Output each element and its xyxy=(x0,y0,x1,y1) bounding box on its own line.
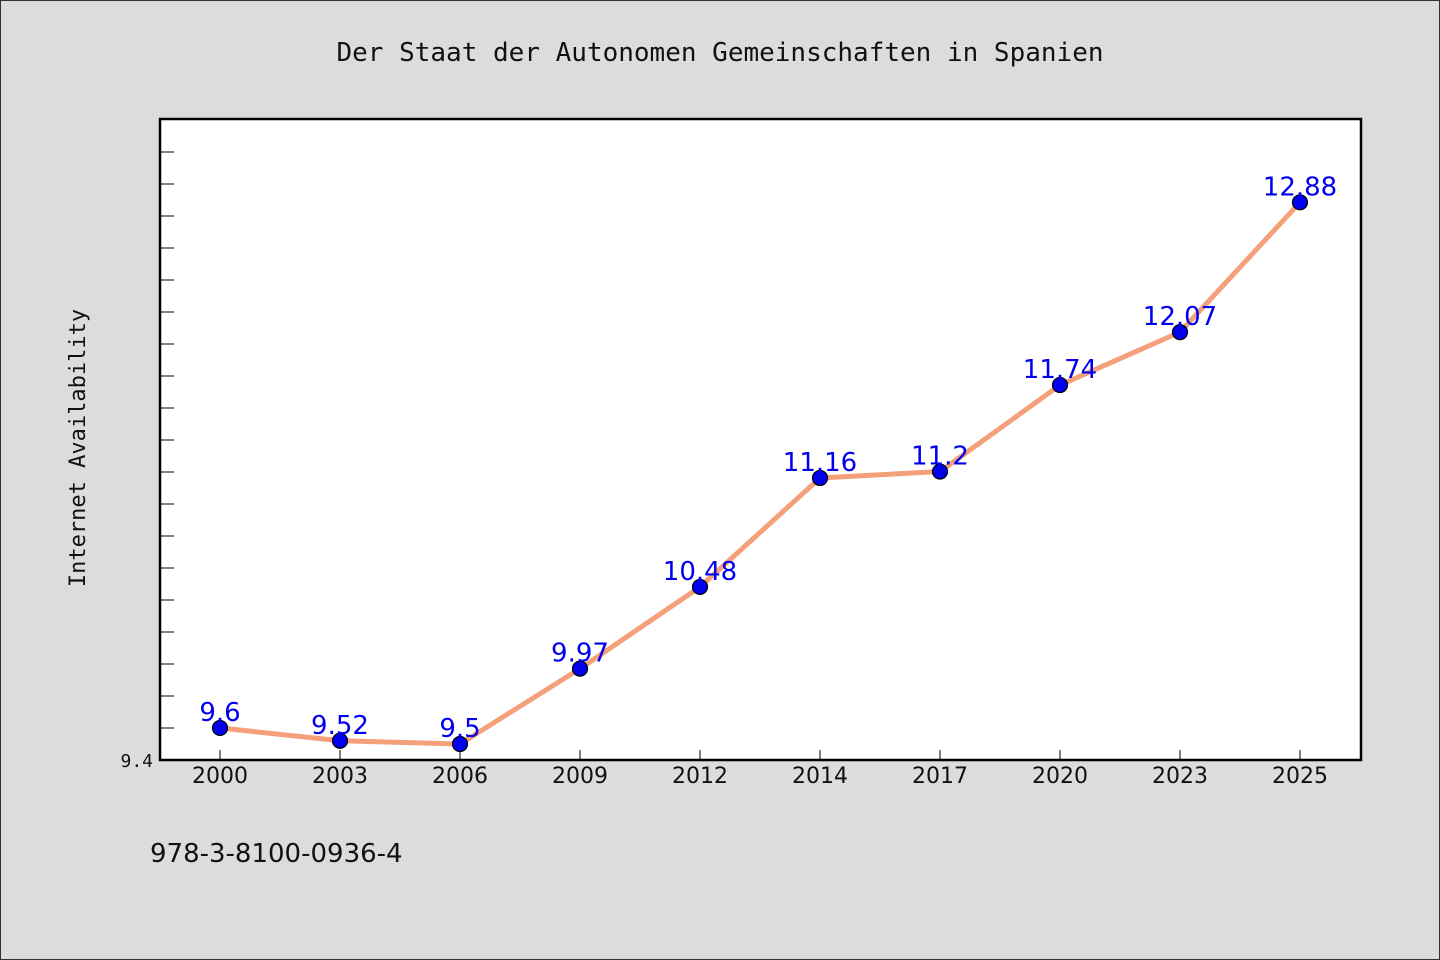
x-tick-label: 2009 xyxy=(552,764,608,789)
data-point xyxy=(331,732,349,749)
data-point xyxy=(691,578,709,596)
data-point xyxy=(1171,324,1189,341)
x-tick-label: 2025 xyxy=(1272,764,1328,789)
data-label: 11.16 xyxy=(783,448,857,478)
x-tick-label: 2014 xyxy=(792,764,848,789)
x-tick-label: 2023 xyxy=(1152,764,1208,789)
data-markers xyxy=(211,194,1309,753)
data-point xyxy=(1291,194,1309,211)
data-labels: 9.6 9.52 9.5 9.97 10.48 11.16 11.2 11.74 12.07 12… xyxy=(199,172,1337,744)
x-tick-label: 2012 xyxy=(672,764,728,789)
series-line xyxy=(217,199,1303,747)
footer-isbn: 978-3-8100-0936-4 xyxy=(150,839,403,869)
data-label: 12.88 xyxy=(1263,172,1337,202)
data-label: 11.2 xyxy=(911,442,969,472)
data-label: 9.97 xyxy=(551,639,609,669)
data-label: 9.52 xyxy=(311,711,369,741)
x-tick-label: 2017 xyxy=(912,764,968,789)
data-point xyxy=(451,735,469,753)
data-point xyxy=(931,463,949,480)
data-label: 11.74 xyxy=(1023,355,1097,385)
plot-area xyxy=(158,117,1363,762)
data-label: 9.6 xyxy=(199,698,240,728)
data-point xyxy=(571,660,589,677)
chart-title: Der Staat der Autonomen Gemeinschaften i… xyxy=(336,38,1103,68)
data-label: 10.48 xyxy=(663,557,737,587)
x-tick-label: 2003 xyxy=(312,764,368,789)
x-axis: 2000 2003 2006 2009 2012 2014 2017 2020 2023 2025 xyxy=(192,750,1328,789)
x-tick-label: 2000 xyxy=(192,764,248,789)
y-tick-label: 9.4 xyxy=(120,751,153,772)
data-point xyxy=(1051,376,1069,394)
y-axis-ticks xyxy=(160,151,174,761)
x-tick-label: 2020 xyxy=(1032,764,1088,789)
data-point xyxy=(811,469,829,487)
y-axis-label: Internet Availability xyxy=(66,309,91,587)
x-tick-label: 2006 xyxy=(432,764,488,789)
data-label: 9.5 xyxy=(439,714,480,744)
data-label: 12.07 xyxy=(1143,302,1217,332)
data-point xyxy=(211,719,229,737)
